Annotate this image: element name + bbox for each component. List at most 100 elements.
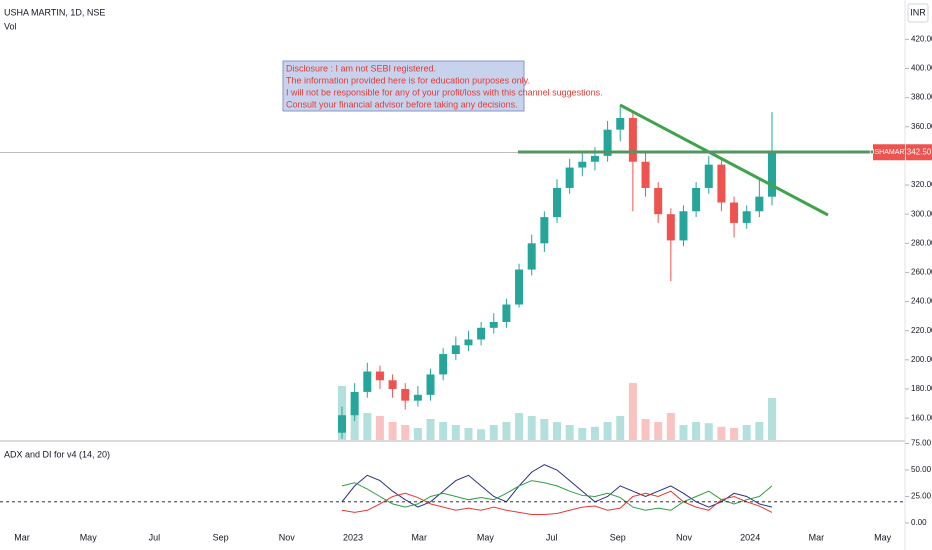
candle-body [350,391,359,416]
volume-bar [730,428,739,440]
candle-body [768,152,776,197]
volume-bar [527,416,536,440]
volume-bar [540,419,549,440]
y-tick-label: 220.00 [911,326,932,335]
x-tick-label: Jul [149,532,161,542]
candle-body [388,380,397,390]
trend-drawing[interactable] [619,103,829,217]
price-label: 342.50 [907,147,932,156]
candle-body [679,211,688,241]
volume-bar [616,416,625,440]
disclosure-line: The information provided here is for edu… [286,75,530,85]
x-tick-label: 2024 [740,532,760,542]
candle-body [439,354,448,375]
volume-bar [578,428,587,440]
volume-bar [768,398,776,440]
volume-bar [603,422,612,440]
x-tick-label: May [874,532,892,542]
candle-body [755,196,764,212]
candle-body [590,155,599,162]
x-tick-label: Nov [676,532,693,542]
volume-bar [742,425,751,440]
volume-bar [464,428,473,440]
volume-bar [451,425,460,440]
indicator-title: ADX and DI for v4 (14, 20) [4,449,110,459]
candle-body [578,161,587,168]
x-tick-label: Mar [809,532,825,542]
candle-body [464,339,473,346]
candle-body [375,371,384,381]
volume-bar [666,413,675,440]
volume-bar [350,404,359,440]
volume-bar [515,413,524,440]
candle-body [730,202,739,223]
candle-body [426,374,435,395]
volume-bar [388,422,397,440]
chart-title: USHA MARTIN, 1D, NSE [4,7,105,17]
candle-body [616,118,625,130]
y-tick-label: 400.00 [911,64,932,73]
volume-bar [375,416,384,440]
candle-body [477,327,486,340]
disclosure-line: Disclosure : I am not SEBI registered. [286,63,436,73]
y2-tick-label: 75.00 [911,439,932,448]
candle-body [641,161,650,188]
y-tick-label: 240.00 [911,297,932,306]
indicator-pane [341,464,773,516]
volume-bar [477,429,486,440]
x-tick-label: May [80,532,98,542]
disclosure-line: Consult your financial advisor before ta… [286,99,518,109]
y-tick-label: 300.00 [911,209,932,218]
y-tick-label: 160.00 [911,413,932,422]
volume-bar [692,422,701,440]
currency: INR [910,7,926,17]
volume-bar [553,422,561,440]
volume-bar [641,419,650,440]
volume-bar [401,425,410,440]
candle-body [704,164,713,188]
symbol-label: USHAMART [869,149,909,156]
y-tick-label: 280.00 [911,238,932,247]
subtitle: Vol [4,21,17,31]
y-tick-label: 260.00 [911,268,932,277]
x-tick-label: Jul [546,532,558,542]
y-tick-label: 380.00 [911,93,932,102]
x-tick-label: Sep [213,532,229,542]
indicator-line [341,490,773,516]
volume-bar [413,428,422,440]
x-tick-label: Sep [610,532,626,542]
x-tick-label: Mar [411,532,427,542]
candle-body [338,415,346,433]
candle-body [502,304,511,322]
volume-bar [628,383,637,440]
volume-bar [755,422,764,440]
x-tick-label: Mar [14,532,30,542]
candle-body [553,187,561,218]
price-tag [906,144,932,161]
candle-body [628,118,637,162]
x-tick-label: 2023 [343,532,363,542]
volume-bar [502,422,511,440]
x-tick-label: Nov [279,532,296,542]
disclosure-box [282,60,525,112]
currency-box[interactable] [907,3,929,23]
candle-body [363,371,372,392]
symbol-tag [873,144,905,161]
y-tick-label: 320.00 [911,180,932,189]
volume-bar [704,423,713,440]
indicator-line [341,480,773,511]
volume-bar [363,413,372,440]
y-tick-label: 360.00 [911,122,932,131]
volume-bar [590,426,599,440]
candle-body [540,217,549,244]
y-tick-label: 200.00 [911,355,932,364]
candle-body [565,167,574,188]
y2-tick-label: 25.00 [911,492,932,501]
candle-body [603,129,612,156]
disclosure-line: I will not be responsible for any of you… [286,87,603,97]
y-tick-label: 420.00 [911,34,932,43]
candle-body [742,211,751,223]
volume-bar [679,425,688,440]
volume-bar [489,425,498,440]
x-tick-label: May [477,532,495,542]
